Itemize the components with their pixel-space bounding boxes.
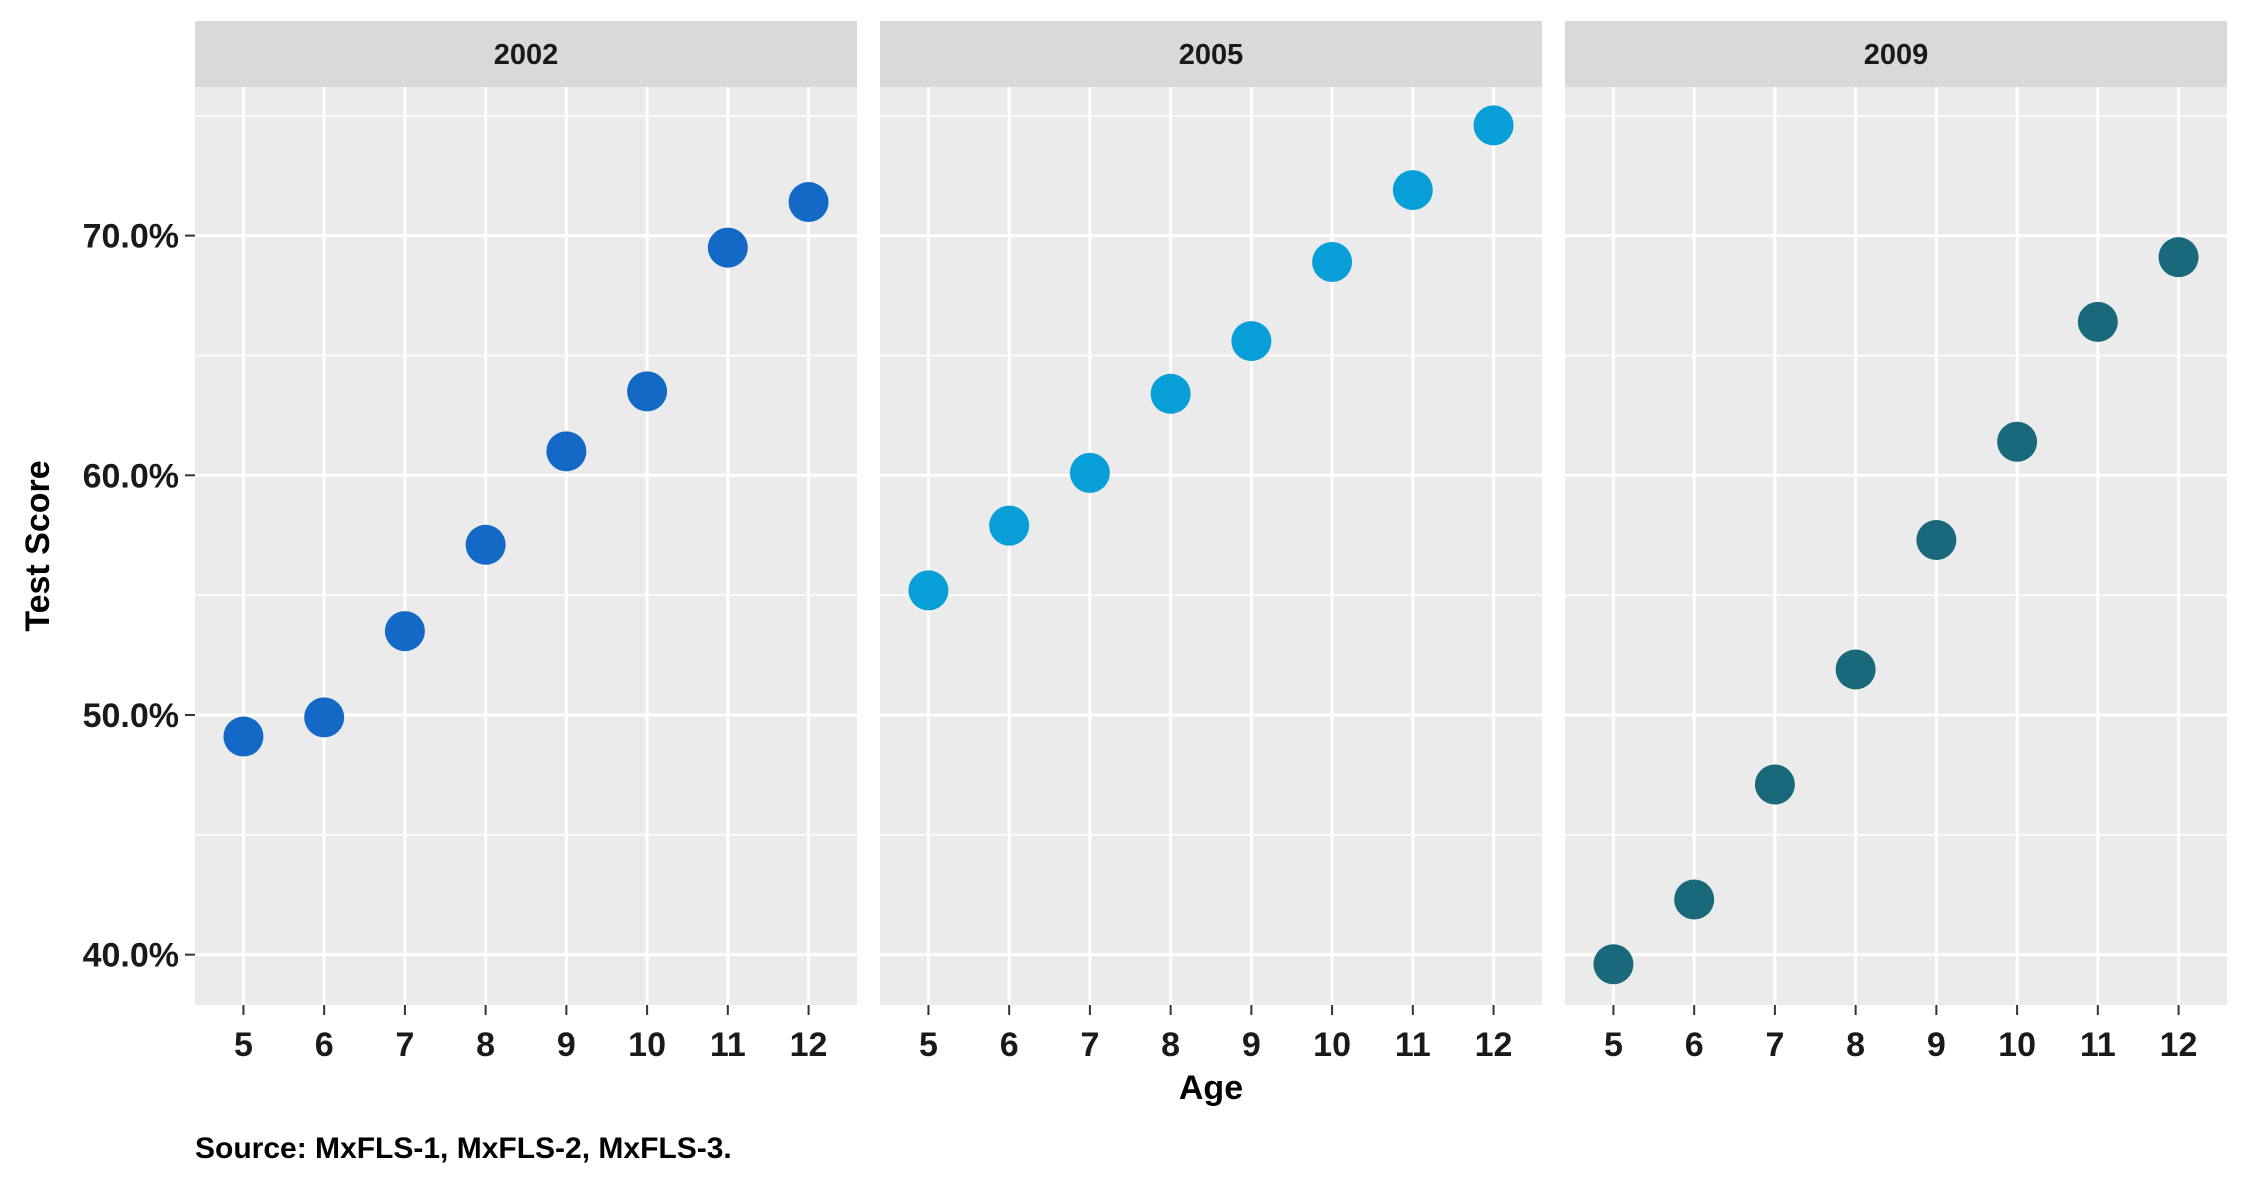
facet-strip-label: 2002 [494,39,559,71]
plot-panel-background [195,87,857,1005]
x-tick-label: 12 [2160,1026,2198,1064]
x-tick-label: 12 [790,1026,828,1064]
x-tick-label: 5 [234,1026,253,1064]
data-point [788,182,829,223]
data-point [908,570,949,611]
data-point [1150,373,1191,414]
x-tick-label: 10 [1998,1026,2036,1064]
x-tick-label: 6 [1685,1026,1704,1064]
data-point [304,697,345,738]
data-point [1231,321,1272,362]
x-tick-label: 8 [1161,1026,1180,1064]
facet-panels: 2002 5 6 7 8 9 10 11 12 2005 5 6 7 8 9 10 11 12 2009 5 6 7 8 9 1… [195,21,2227,1064]
source-caption: Source: MxFLS-1, MxFLS-2, MxFLS-3. [195,1132,732,1165]
y-axis-title: Test Score [19,460,57,631]
y-tick-label: 70.0% [83,218,179,256]
facet-strip-background [195,21,857,87]
data-point [223,716,264,757]
x-tick-label: 12 [1475,1026,1513,1064]
data-point [1916,520,1957,561]
plot-panel-background [1565,87,2227,1005]
data-point [1312,241,1353,282]
data-point [707,227,748,268]
x-tick-label: 8 [476,1026,495,1064]
facet-strip-label: 2009 [1864,39,1929,71]
data-point [1473,105,1514,146]
x-tick-label: 8 [1846,1026,1865,1064]
facet-strip-background [880,21,1542,87]
data-point [384,611,425,652]
x-tick-label: 9 [557,1026,576,1064]
x-tick-label: 9 [1242,1026,1261,1064]
data-point [2077,301,2118,342]
x-tick-label: 5 [919,1026,938,1064]
facet-strip-label: 2005 [1179,39,1244,71]
y-axis: 40.0% 50.0% 60.0% 70.0% [83,218,195,975]
y-tick-label: 60.0% [83,457,179,495]
facet-panel-2009: 2009 5 6 7 8 9 10 11 12 [1565,21,2227,1064]
data-point [1069,452,1110,493]
x-tick-label: 11 [1395,1026,1431,1064]
facet-panel-2005: 2005 5 6 7 8 9 10 11 12 [880,21,1542,1064]
data-point [1997,421,2038,462]
x-tick-label: 7 [1765,1026,1784,1064]
x-tick-label: 5 [1604,1026,1623,1064]
data-point [2158,237,2199,278]
data-point [989,505,1030,546]
data-point [1593,944,1634,985]
data-point [1835,649,1876,690]
x-tick-label: 7 [1080,1026,1099,1064]
data-point [546,431,587,472]
plot-panel-background [880,87,1542,1005]
x-tick-label: 9 [1927,1026,1946,1064]
x-tick-label: 10 [1313,1026,1351,1064]
x-tick-label: 7 [395,1026,414,1064]
x-tick-label: 6 [1000,1026,1019,1064]
data-point [627,371,668,412]
x-axis-title: Age [1179,1069,1243,1107]
facet-strip-background [1565,21,2227,87]
data-point [465,524,506,565]
data-point [1674,879,1715,920]
y-tick-label: 50.0% [83,697,179,735]
x-tick-label: 6 [315,1026,334,1064]
x-tick-label: 11 [2080,1026,2116,1064]
data-point [1392,170,1433,211]
facet-panel-2002: 2002 5 6 7 8 9 10 11 12 [195,21,857,1064]
x-tick-label: 11 [710,1026,746,1064]
x-tick-label: 10 [628,1026,666,1064]
y-tick-label: 40.0% [83,937,179,975]
data-point [1754,764,1795,805]
